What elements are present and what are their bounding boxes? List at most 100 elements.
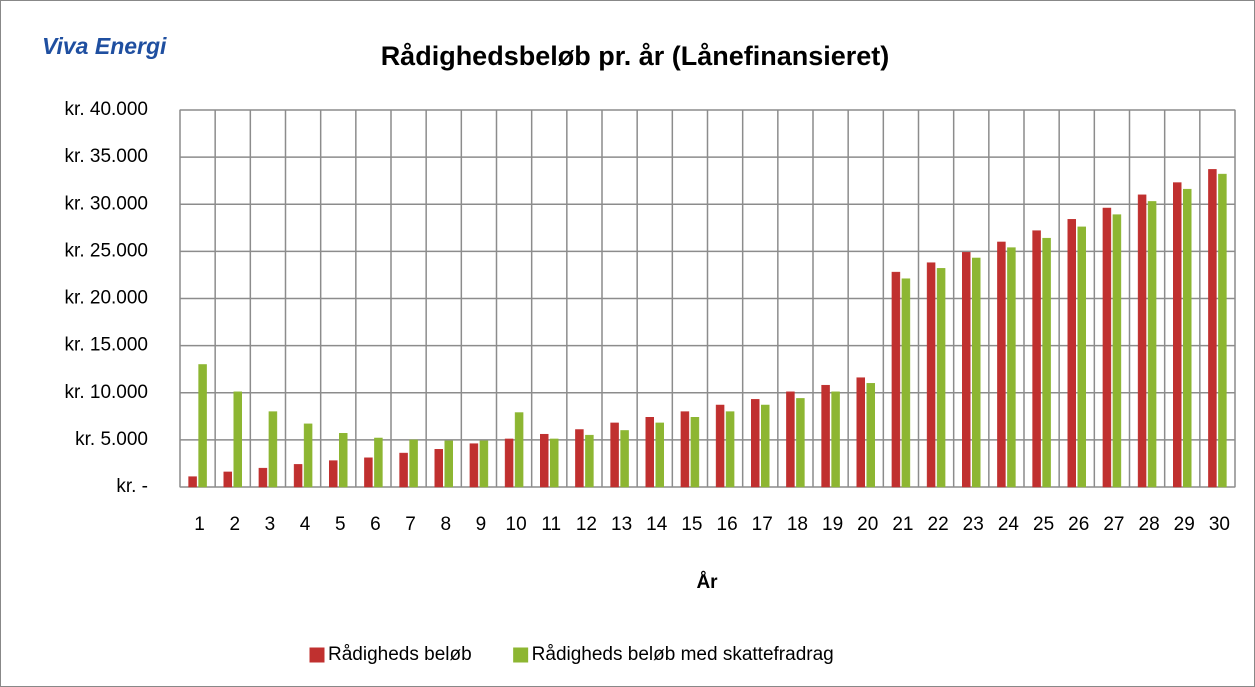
y-tick-label: kr. 30.000 xyxy=(65,193,148,214)
x-tick-label: 18 xyxy=(787,514,808,535)
x-tick-label: 14 xyxy=(646,514,668,535)
legend-label: Rådigheds beløb xyxy=(328,644,472,665)
x-tick-label: 2 xyxy=(229,514,240,535)
bar xyxy=(761,404,770,488)
x-tick-label: 19 xyxy=(822,514,843,535)
x-tick-label: 4 xyxy=(300,514,311,535)
x-tick-label: 17 xyxy=(752,514,773,535)
bar xyxy=(680,411,690,488)
bar xyxy=(1067,219,1076,488)
legend-label: Rådigheds beløb med skattefradrag xyxy=(532,644,834,665)
x-tick-label: 16 xyxy=(717,514,738,535)
legend-swatch xyxy=(309,647,325,663)
bar xyxy=(374,437,383,488)
x-tick-label: 22 xyxy=(928,514,949,535)
bar xyxy=(339,433,348,488)
bar xyxy=(715,404,725,488)
bar xyxy=(444,440,453,488)
bar xyxy=(479,440,489,488)
x-tick-label: 15 xyxy=(681,514,702,535)
bar xyxy=(514,412,524,488)
bar xyxy=(540,433,549,488)
x-tick-label: 29 xyxy=(1174,514,1195,535)
x-tick-label: 13 xyxy=(611,514,632,535)
bar xyxy=(550,438,559,488)
chart-title: Rådighedsbeløb pr. år (Lånefinansieret) xyxy=(381,41,890,71)
bar xyxy=(409,439,418,488)
bar xyxy=(1032,230,1041,488)
bar xyxy=(655,422,664,488)
bar xyxy=(1183,188,1192,488)
bar xyxy=(504,438,514,488)
bar xyxy=(585,434,594,488)
y-tick-label: kr. 15.000 xyxy=(65,335,148,356)
x-tick-label: 9 xyxy=(476,514,487,535)
x-tick-label: 25 xyxy=(1033,514,1054,535)
x-tick-label: 11 xyxy=(541,514,561,535)
legend-swatch xyxy=(513,647,529,663)
bar xyxy=(1007,247,1016,488)
bar xyxy=(364,457,373,488)
bar xyxy=(610,422,619,488)
bar xyxy=(303,423,313,488)
x-tick-label: 21 xyxy=(892,514,913,535)
x-tick-label: 7 xyxy=(405,514,416,535)
bar xyxy=(469,443,479,488)
x-tick-label: 8 xyxy=(440,514,451,535)
bar xyxy=(891,271,901,488)
y-tick-label: kr. 25.000 xyxy=(65,240,148,261)
x-tick-label: 24 xyxy=(998,514,1020,535)
x-tick-label: 12 xyxy=(576,514,597,535)
x-tick-label: 20 xyxy=(857,514,878,535)
bar xyxy=(1208,169,1217,488)
y-tick-label: kr. 35.000 xyxy=(65,146,148,167)
bar xyxy=(188,476,197,488)
x-tick-label: 26 xyxy=(1068,514,1089,535)
bar xyxy=(575,429,584,488)
x-tick-label: 27 xyxy=(1103,514,1124,535)
y-tick-label: kr. 20.000 xyxy=(65,288,148,309)
bar xyxy=(786,391,795,488)
x-tick-label: 23 xyxy=(963,514,984,535)
bar xyxy=(751,399,760,488)
bar xyxy=(1147,201,1157,488)
bar xyxy=(1077,226,1086,488)
x-tick-label: 28 xyxy=(1139,514,1160,535)
x-tick-label: 30 xyxy=(1209,514,1230,535)
bar xyxy=(997,241,1006,488)
bar xyxy=(399,452,408,488)
bar xyxy=(725,411,735,488)
x-tick-label: 3 xyxy=(265,514,276,535)
bar xyxy=(1102,207,1112,488)
bar xyxy=(434,449,443,488)
bar xyxy=(268,411,278,488)
y-tick-label: kr. - xyxy=(116,476,148,497)
logo: Viva Energi xyxy=(42,33,167,59)
bar xyxy=(1042,237,1051,488)
y-tick-label: kr. 40.000 xyxy=(65,99,148,120)
bar xyxy=(901,278,911,488)
bar xyxy=(293,464,303,488)
bar xyxy=(1218,173,1227,488)
bar xyxy=(690,417,700,488)
bar xyxy=(831,391,840,488)
bar xyxy=(1112,214,1122,488)
bar xyxy=(620,430,629,488)
x-tick-label: 5 xyxy=(335,514,346,535)
bar xyxy=(866,383,875,488)
bar xyxy=(233,391,242,488)
bar xyxy=(645,417,654,488)
bar xyxy=(972,257,981,488)
y-tick-label: kr. 10.000 xyxy=(65,382,148,403)
x-tick-label: 1 xyxy=(194,514,205,535)
bar xyxy=(198,364,207,488)
bar xyxy=(1173,182,1182,488)
x-tick-label: 6 xyxy=(370,514,381,535)
x-axis-title: År xyxy=(696,572,718,593)
bar xyxy=(796,398,805,488)
x-tick-label: 10 xyxy=(506,514,527,535)
y-tick-label: kr. 5.000 xyxy=(75,429,148,450)
bar xyxy=(962,252,971,488)
bar xyxy=(856,377,865,488)
